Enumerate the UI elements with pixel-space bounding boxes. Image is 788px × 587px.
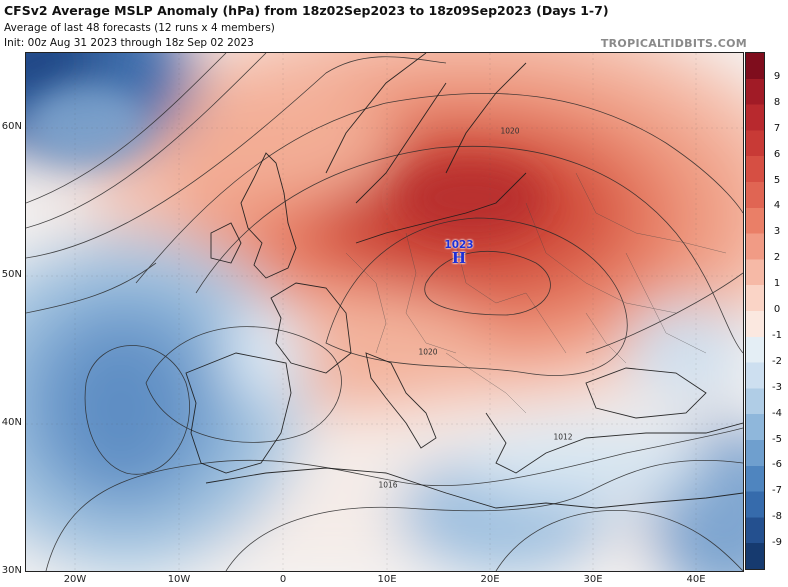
colorbar xyxy=(745,52,765,570)
lon-label: 0 xyxy=(279,574,287,585)
graticule xyxy=(26,53,743,571)
isobar-label: 1020 xyxy=(418,347,438,357)
colorbar-tick-label: 8 xyxy=(773,96,781,108)
isobar-label: 1016 xyxy=(378,480,398,490)
colorbar-tick-label: -5 xyxy=(772,433,782,445)
lat-label: 40N xyxy=(1,417,22,428)
chart-title: CFSv2 Average MSLP Anomaly (hPa) from 18… xyxy=(4,3,609,18)
colorbar-tick-label: 0 xyxy=(773,304,781,315)
colorbar-tick-label: -2 xyxy=(772,355,782,367)
high-pressure-letter: H xyxy=(451,249,467,267)
lat-label: 50N xyxy=(1,269,22,280)
colorbar-tick-label: -1 xyxy=(772,329,782,341)
colorbar-tick-label: 6 xyxy=(773,148,781,160)
lon-label: 10W xyxy=(167,574,191,585)
country-borders xyxy=(345,172,727,414)
colorbar-tick-label: -9 xyxy=(772,537,782,549)
high-pressure-marker: 1023 H xyxy=(444,240,473,266)
colorbar-tick-label: -7 xyxy=(772,485,782,497)
lon-label: 10E xyxy=(377,574,397,585)
high-pressure-value: 1023 xyxy=(444,239,474,251)
colorbar-tick-label: 9 xyxy=(773,70,781,82)
anomaly-field xyxy=(26,53,743,571)
colorbar-tick-label: 3 xyxy=(773,226,781,238)
lat-label: 30N xyxy=(1,565,22,576)
colorbar-tick-label: 2 xyxy=(773,252,781,264)
anomaly-map xyxy=(25,52,744,572)
brand-watermark: TROPICALTIDBITS.COM xyxy=(600,37,747,50)
colorbar-tick-label: 7 xyxy=(773,122,781,134)
colorbar-tick-label: -8 xyxy=(772,511,782,523)
isobar-label: 1012 xyxy=(553,432,573,442)
colorbar-tick-label: -6 xyxy=(772,459,782,471)
isobar-lines xyxy=(26,53,743,571)
colorbar-tick-label: -3 xyxy=(772,381,782,393)
lon-label: 30E xyxy=(583,574,603,585)
colorbar-tick-label: 4 xyxy=(773,200,781,212)
lon-label: 20W xyxy=(63,574,87,585)
chart-subtitle-forecasts: Average of last 48 forecasts (12 runs x … xyxy=(4,22,275,34)
colorbar-tick-label: -4 xyxy=(772,407,782,419)
colorbar-tick-label: 1 xyxy=(773,278,781,290)
lon-label: 40E xyxy=(686,574,706,585)
isobar-label: 1020 xyxy=(500,126,520,136)
coastlines xyxy=(185,53,743,509)
lon-label: 20E xyxy=(480,574,500,585)
colorbar-tick-label: 5 xyxy=(773,174,781,186)
lat-label: 60N xyxy=(1,121,22,132)
chart-subtitle-init: Init: 00z Aug 31 2023 through 18z Sep 02… xyxy=(4,37,254,49)
